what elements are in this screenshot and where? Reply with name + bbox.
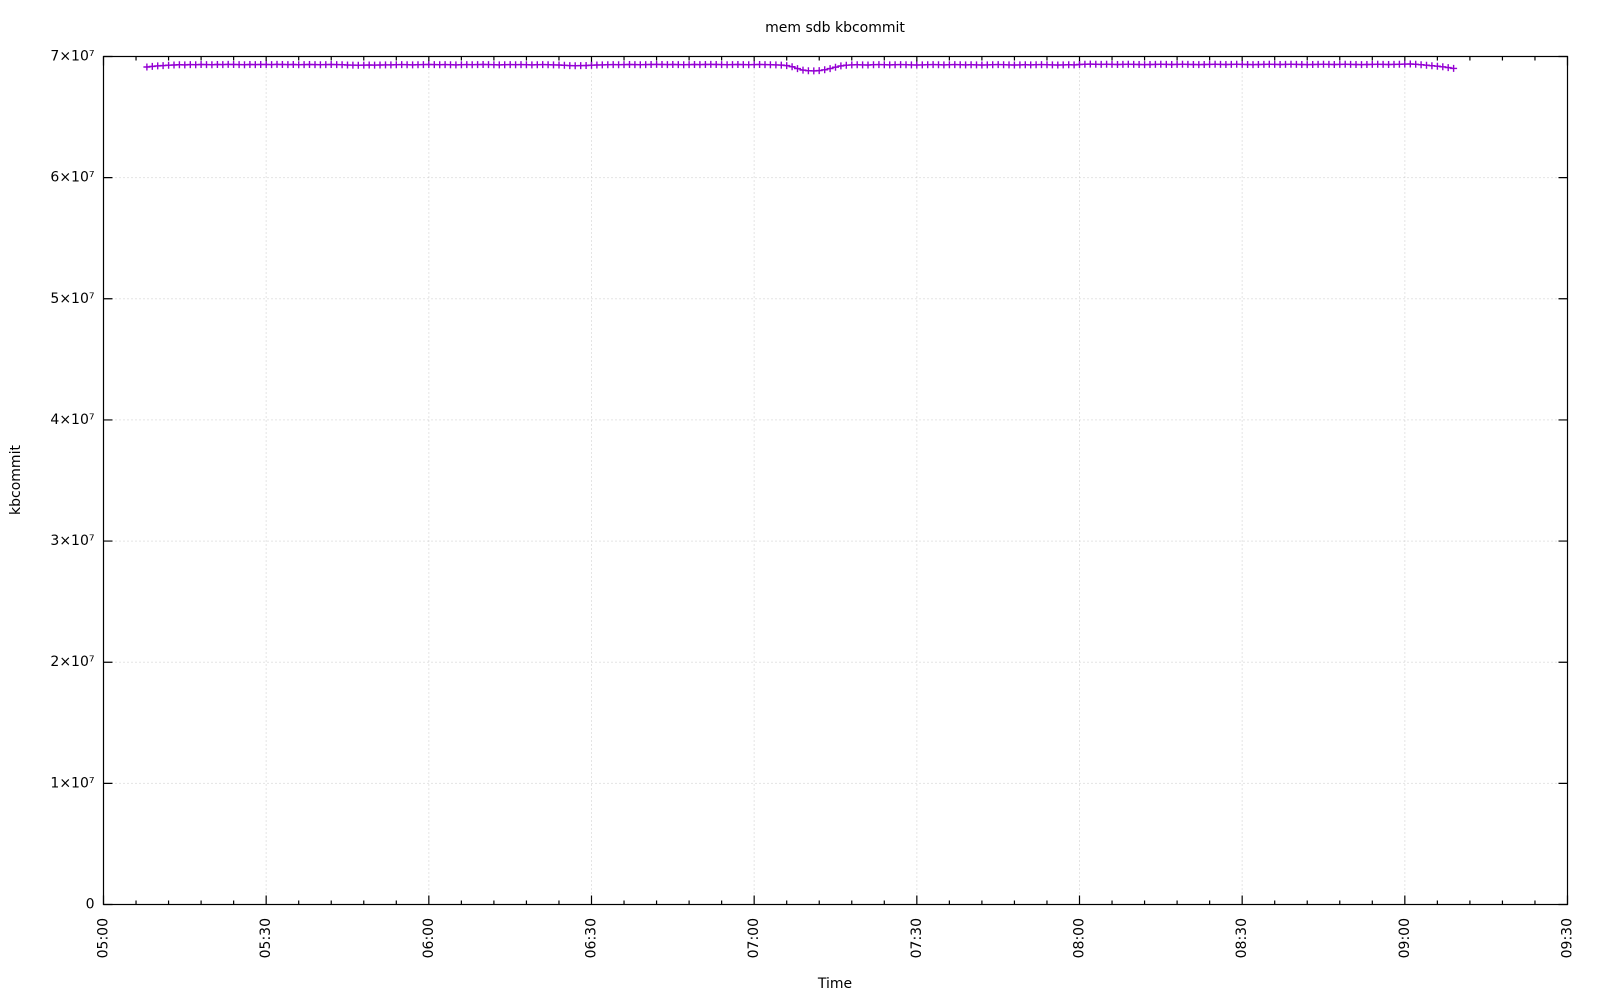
x-axis-label: Time	[817, 976, 853, 992]
series-markers-kbcommit	[143, 60, 1458, 75]
x-tick-label: 06:00	[421, 918, 437, 958]
axis-ticks	[102, 55, 1569, 906]
y-tick-label: 6×10⁷	[50, 170, 94, 186]
x-tick-label: 09:30	[1560, 918, 1576, 958]
x-tick-label: 09:00	[1397, 918, 1413, 958]
plot-border	[102, 55, 1569, 906]
y-tick-label: 0	[86, 897, 95, 913]
y-tick-label: 3×10⁷	[50, 533, 94, 549]
chart-title: mem sdb kbcommit	[765, 20, 905, 36]
x-tick-label: 08:00	[1072, 918, 1088, 958]
y-tick-label: 2×10⁷	[50, 654, 94, 670]
y-tick-label: 5×10⁷	[50, 291, 94, 307]
x-tick-label: 05:30	[258, 918, 274, 958]
x-tick-label: 07:00	[746, 918, 762, 958]
x-tick-label: 05:00	[96, 918, 112, 958]
y-axis-label: kbcommit	[8, 445, 24, 515]
y-tick-label: 1×10⁷	[50, 775, 94, 791]
y-tick-label: 7×10⁷	[50, 49, 94, 65]
x-tick-label: 07:30	[909, 918, 925, 958]
x-tick-label: 08:30	[1234, 918, 1250, 958]
x-tick-label: 06:30	[584, 918, 600, 958]
y-tick-label: 4×10⁷	[50, 412, 94, 428]
